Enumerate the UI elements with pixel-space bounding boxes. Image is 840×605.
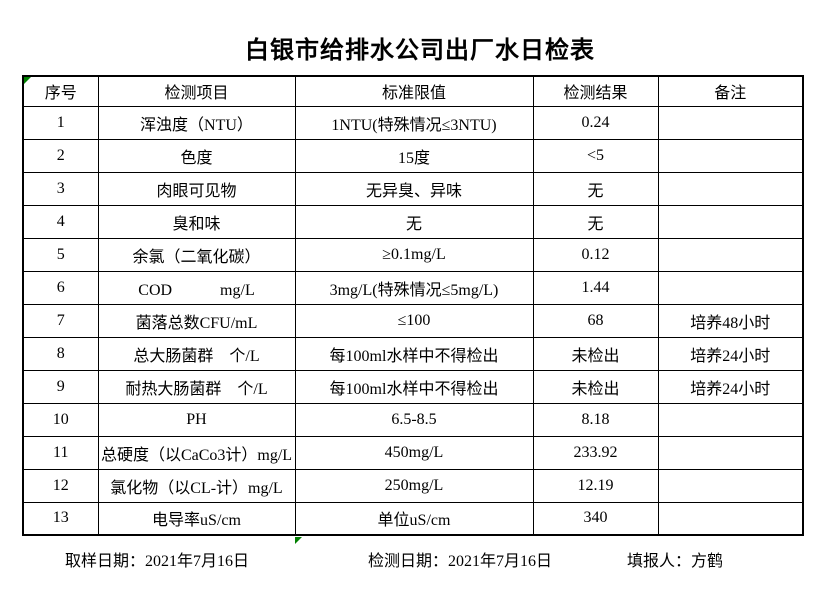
table-row: 6 COD mg/L 3mg/L(特殊情况≤5mg/L) 1.44	[22, 270, 804, 305]
cell-result: 未检出	[532, 369, 659, 404]
cell-item: 总大肠菌群 个/L	[97, 336, 296, 371]
cell-seq: 8	[22, 336, 99, 371]
cell-seq: 1	[22, 105, 99, 140]
cell-remark	[657, 435, 804, 470]
cell-remark	[657, 501, 804, 536]
cell-limit: 15度	[294, 138, 534, 173]
cell-limit: 每100ml水样中不得检出	[294, 336, 534, 371]
cell-item: 余氯（二氧化碳）	[97, 237, 296, 272]
cell-seq: 11	[22, 435, 99, 470]
cell-seq: 10	[22, 402, 99, 437]
cell-limit: 6.5-8.5	[294, 402, 534, 437]
cell-remark	[657, 270, 804, 305]
cell-seq: 3	[22, 171, 99, 206]
cell-remark	[657, 204, 804, 239]
table-row: 7 菌落总数CFU/mL ≤100 68 培养48小时	[22, 303, 804, 338]
cell-item: PH	[97, 402, 296, 437]
cell-result: <5	[532, 138, 659, 173]
table-row: 3 肉眼可见物 无异臭、异味无	[22, 171, 804, 206]
cell-remark: 培养24小时	[657, 369, 804, 404]
table-row: 1 浑浊度（NTU） 1NTU(特殊情况≤3NTU) 0.24	[22, 105, 804, 140]
cell-remark	[657, 402, 804, 437]
cell-limit: 无异臭、异味	[294, 171, 534, 206]
cell-remark	[657, 105, 804, 140]
table-row: 5 余氯（二氧化碳） ≥0.1mg/L 0.12	[22, 237, 804, 272]
testing-date: 检测日期：2021年7月16日	[368, 547, 552, 571]
water-quality-table: 序号 检测项目 标准限值 检测结果 备注 1 浑浊度（NTU） 1NTU(特殊情况≤…	[22, 75, 804, 536]
header-row: 序号 检测项目 标准限值 检测结果 备注	[22, 75, 804, 107]
header-seq: 序号	[22, 75, 99, 107]
cell-limit: 单位uS/cm	[294, 501, 534, 536]
cell-seq: 2	[22, 138, 99, 173]
cell-item: 总硬度（以CaCo3计）mg/L	[97, 435, 296, 470]
cell-result: 12.19	[532, 468, 659, 503]
excel-error-triangle-icon	[295, 537, 302, 544]
cell-remark: 培养48小时	[657, 303, 804, 338]
cell-item: 色度	[97, 138, 296, 173]
cell-remark	[657, 138, 804, 173]
table-row: 12 氯化物（以CL-计）mg/L 250mg/L 12.19	[22, 468, 804, 503]
cell-seq: 9	[22, 369, 99, 404]
cell-result: 0.12	[532, 237, 659, 272]
cell-limit: 每100ml水样中不得检出	[294, 369, 534, 404]
cell-result: 0.24	[532, 105, 659, 140]
sampling-date-label: 取样日期：	[65, 553, 146, 570]
cell-result: 无	[532, 171, 659, 206]
cell-item: 氯化物（以CL-计）mg/L	[97, 468, 296, 503]
cell-limit: 1NTU(特殊情况≤3NTU)	[294, 105, 534, 140]
table-row: 10 PH 6.5-8.5 8.18	[22, 402, 804, 437]
cell-result: 1.44	[532, 270, 659, 305]
cell-remark: 培养24小时	[657, 336, 804, 371]
cell-item: 耐热大肠菌群 个/L	[97, 369, 296, 404]
cell-result: 68	[532, 303, 659, 338]
excel-error-triangle-icon	[24, 77, 31, 84]
cell-seq: 12	[22, 468, 99, 503]
cell-limit: 250mg/L	[294, 468, 534, 503]
table-row: 13 电导率uS/cm 单位uS/cm 340	[22, 501, 804, 536]
cell-limit: 450mg/L	[294, 435, 534, 470]
cell-limit: ≥0.1mg/L	[294, 237, 534, 272]
cell-seq: 5	[22, 237, 99, 272]
cell-result: 无	[532, 204, 659, 239]
table-row: 4 臭和味无无	[22, 204, 804, 239]
cell-item: COD mg/L	[97, 270, 296, 305]
page-title: 白银市给排水公司出厂水日检表	[245, 38, 595, 64]
header-remark: 备注	[657, 75, 804, 107]
testing-date-value: 2021年7月16日	[448, 553, 553, 570]
header-limit: 标准限值	[294, 75, 534, 107]
cell-item: 肉眼可见物	[97, 171, 296, 206]
testing-date-label: 检测日期：	[368, 553, 449, 570]
cell-item: 浑浊度（NTU）	[97, 105, 296, 140]
table-row: 8 总大肠菌群 个/L 每100ml水样中不得检出 未检出 培养24小时	[22, 336, 804, 371]
cell-result: 未检出	[532, 336, 659, 371]
cell-result: 8.18	[532, 402, 659, 437]
cell-seq: 4	[22, 204, 99, 239]
table-row: 9 耐热大肠菌群 个/L 每100ml水样中不得检出 未检出 培养24小时	[22, 369, 804, 404]
header-item: 检测项目	[97, 75, 296, 107]
reporter-value: 方鹤	[691, 553, 724, 570]
cell-result: 340	[532, 501, 659, 536]
cell-seq: 6	[22, 270, 99, 305]
cell-remark	[657, 237, 804, 272]
sampling-date-value: 2021年7月16日	[145, 553, 250, 570]
cell-remark	[657, 468, 804, 503]
cell-item: 电导率uS/cm	[97, 501, 296, 536]
reporter-label: 填报人：	[627, 553, 692, 570]
cell-item: 菌落总数CFU/mL	[97, 303, 296, 338]
header-result: 检测结果	[532, 75, 659, 107]
reporter: 填报人：方鹤	[627, 547, 723, 571]
table-body: 1 浑浊度（NTU） 1NTU(特殊情况≤3NTU) 0.24 2 色度 15度 <5 3 肉眼可…	[22, 105, 804, 536]
cell-item: 臭和味	[97, 204, 296, 239]
table-row: 2 色度 15度 <5	[22, 138, 804, 173]
cell-seq: 7	[22, 303, 99, 338]
cell-result: 233.92	[532, 435, 659, 470]
sampling-date: 取样日期：2021年7月16日	[65, 547, 249, 571]
cell-limit: ≤100	[294, 303, 534, 338]
cell-limit: 无	[294, 204, 534, 239]
cell-remark	[657, 171, 804, 206]
table-row: 11 总硬度（以CaCo3计）mg/L 450mg/L 233.92	[22, 435, 804, 470]
cell-seq: 13	[22, 501, 99, 536]
cell-limit: 3mg/L(特殊情况≤5mg/L)	[294, 270, 534, 305]
